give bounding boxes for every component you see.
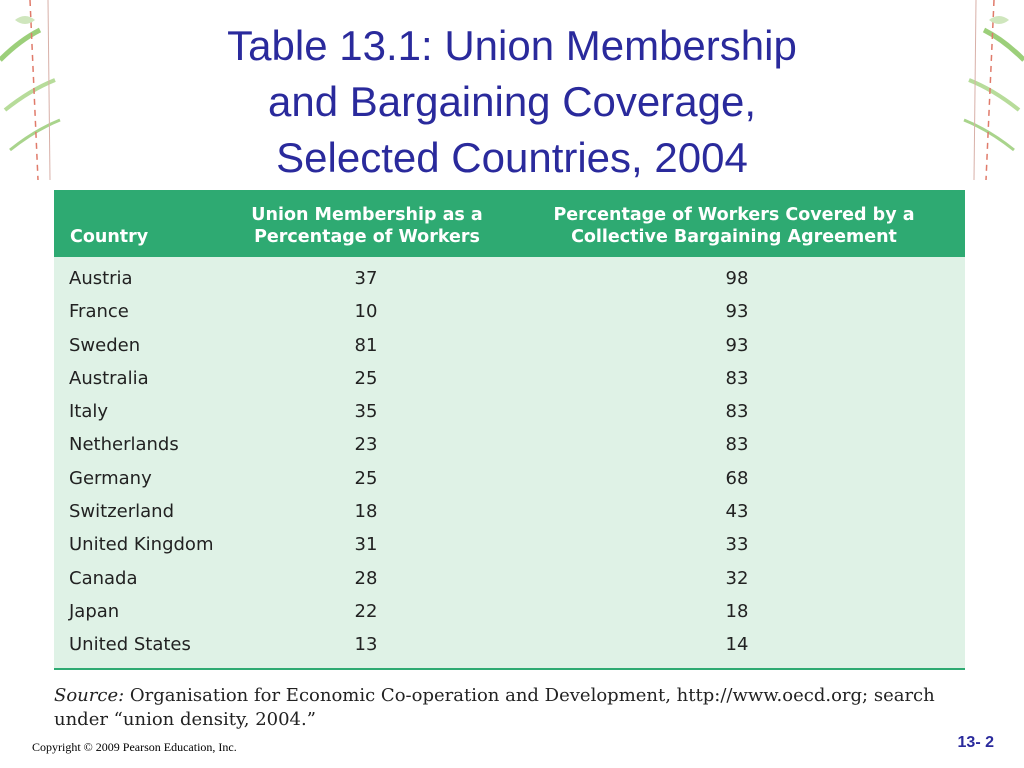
title-line-3: Selected Countries, 2004: [276, 134, 748, 181]
table-row: United States 13 14: [54, 629, 965, 662]
header-country: Country: [70, 227, 149, 247]
source-note: Source: Organisation for Economic Co-ope…: [54, 684, 974, 732]
cell-country: United States: [69, 634, 191, 656]
union-membership-table: Country Union Membership as a Percentage…: [54, 190, 965, 670]
cell-country: Australia: [69, 367, 149, 389]
cell-coverage: 93: [725, 334, 749, 356]
cell-coverage: 98: [725, 268, 749, 289]
cell-country: Austria: [69, 268, 133, 289]
cell-union: 23: [354, 434, 378, 456]
table-header: Country Union Membership as a Percentage…: [54, 190, 965, 257]
cell-union: 22: [354, 600, 378, 622]
cell-union: 81: [354, 334, 378, 356]
cell-country: Italy: [69, 401, 109, 423]
cell-country: Netherlands: [69, 434, 179, 456]
cell-country: Sweden: [69, 334, 141, 356]
cell-country: Switzerland: [69, 501, 174, 523]
decorative-leaves-left: [0, 0, 61, 180]
cell-coverage: 18: [725, 600, 749, 622]
header-coverage-line-1: Percentage of Workers Covered by a: [553, 205, 915, 225]
table-row: Germany 25 68: [54, 463, 965, 496]
table-row: Japan 22 18: [54, 596, 965, 629]
table-row: Austria 37 98: [54, 263, 965, 296]
cell-country: Japan: [69, 600, 120, 622]
source-text: Organisation for Economic Co-operation a…: [54, 685, 935, 730]
cell-coverage: 83: [725, 367, 749, 389]
header-union-line-1: Union Membership as a: [251, 205, 483, 225]
cell-union: 28: [354, 567, 378, 589]
cell-coverage: 83: [725, 434, 749, 456]
table-row: Switzerland 18 43: [54, 496, 965, 529]
slide-title: Table 13.1: Union Membership and Bargain…: [150, 18, 874, 186]
cell-union: 10: [354, 301, 378, 323]
table-row: Sweden 81 93: [54, 330, 965, 363]
cell-country: Germany: [69, 467, 152, 489]
copyright-notice: Copyright © 2009 Pearson Education, Inc.: [32, 740, 237, 754]
header-union-membership: Union Membership as a Percentage of Work…: [222, 204, 512, 248]
cell-coverage: 32: [725, 567, 749, 589]
cell-union: 18: [354, 501, 378, 523]
cell-coverage: 68: [725, 467, 749, 489]
cell-country: United Kingdom: [69, 534, 214, 556]
cell-coverage: 83: [725, 401, 749, 423]
cell-country: Canada: [69, 567, 138, 589]
table-row: Italy 35 83: [54, 396, 965, 429]
table-row: Australia 25 83: [54, 363, 965, 396]
cell-union: 13: [354, 634, 378, 656]
cell-union: 35: [354, 401, 378, 423]
header-coverage-line-2: Collective Bargaining Agreement: [571, 227, 897, 247]
cell-coverage: 33: [725, 534, 749, 556]
page-number: 13- 2: [957, 734, 994, 751]
table-row: France 10 93: [54, 296, 965, 329]
header-coverage: Percentage of Workers Covered by a Colle…: [532, 204, 936, 248]
cell-union: 25: [354, 367, 378, 389]
title-line-2: and Bargaining Coverage,: [267, 78, 756, 125]
table-bottom-rule: [54, 668, 965, 670]
table-row: Netherlands 23 83: [54, 429, 965, 462]
cell-country: France: [69, 301, 129, 323]
title-line-1: Table 13.1: Union Membership: [227, 22, 797, 69]
table-body: Austria 37 98 France 10 93 Sweden 81 93 Austra…: [54, 263, 965, 663]
table-row: Canada 28 32: [54, 563, 965, 596]
cell-union: 37: [354, 268, 378, 289]
cell-union: 31: [354, 534, 378, 556]
header-union-line-2: Percentage of Workers: [254, 227, 480, 247]
source-label: Source:: [54, 685, 125, 706]
cell-union: 25: [354, 467, 378, 489]
decorative-leaves-right: [963, 0, 1024, 180]
cell-coverage: 14: [725, 634, 749, 656]
cell-coverage: 43: [725, 501, 749, 523]
table-row: United Kingdom 31 33: [54, 529, 965, 562]
cell-coverage: 93: [725, 301, 749, 323]
